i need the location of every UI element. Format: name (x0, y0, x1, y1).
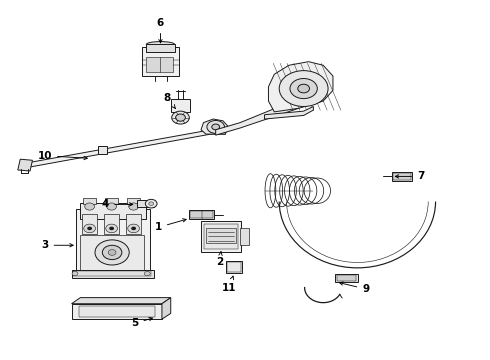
Text: 1: 1 (155, 219, 186, 232)
Circle shape (149, 202, 154, 206)
Text: 8: 8 (164, 93, 175, 108)
Circle shape (108, 249, 116, 255)
Bar (206, 228, 236, 243)
Text: 5: 5 (131, 318, 152, 328)
Circle shape (128, 224, 140, 233)
Polygon shape (72, 304, 162, 319)
Bar (137, 201, 154, 207)
Ellipse shape (147, 41, 174, 47)
Bar (190, 211, 213, 219)
Circle shape (85, 203, 95, 210)
Bar (393, 173, 411, 180)
Bar (79, 306, 155, 317)
Bar (227, 262, 241, 272)
Circle shape (298, 84, 310, 93)
Bar (82, 214, 97, 234)
Bar (204, 224, 238, 249)
Bar (201, 221, 241, 252)
Bar (171, 99, 190, 112)
Circle shape (87, 226, 92, 230)
Bar (73, 271, 151, 276)
Polygon shape (72, 298, 171, 304)
Polygon shape (18, 159, 32, 171)
Bar (147, 57, 173, 72)
Text: 3: 3 (41, 240, 73, 250)
Text: 2: 2 (216, 252, 223, 267)
Polygon shape (269, 62, 333, 112)
Circle shape (131, 226, 136, 230)
Bar (392, 172, 412, 181)
Circle shape (175, 114, 185, 121)
Bar (76, 209, 150, 271)
Bar (240, 228, 249, 244)
Polygon shape (216, 103, 299, 135)
Circle shape (107, 203, 117, 210)
Circle shape (290, 78, 318, 99)
Bar (337, 275, 356, 281)
Bar (147, 44, 174, 51)
Bar (335, 274, 358, 282)
Text: 7: 7 (395, 171, 424, 181)
Text: 4: 4 (102, 199, 133, 210)
Circle shape (212, 124, 220, 130)
Bar (189, 210, 214, 220)
Bar (98, 145, 107, 154)
Bar (104, 214, 119, 234)
Text: 9: 9 (340, 282, 369, 294)
Bar (105, 198, 119, 204)
Circle shape (84, 224, 96, 233)
Bar (80, 234, 144, 270)
Circle shape (279, 71, 328, 107)
Circle shape (102, 245, 122, 260)
Circle shape (129, 203, 139, 210)
Circle shape (172, 111, 189, 124)
Bar (127, 198, 141, 204)
Bar (83, 198, 97, 204)
Bar (72, 270, 154, 278)
Bar (143, 47, 179, 76)
Text: 6: 6 (157, 18, 164, 43)
Circle shape (106, 224, 118, 233)
Polygon shape (162, 298, 171, 319)
Bar (126, 214, 141, 234)
Text: 10: 10 (38, 150, 87, 161)
Circle shape (207, 121, 224, 134)
Circle shape (95, 240, 129, 265)
Text: 11: 11 (222, 276, 237, 293)
Circle shape (145, 271, 150, 276)
Bar (226, 261, 242, 273)
Circle shape (72, 271, 78, 276)
Polygon shape (23, 130, 225, 167)
Polygon shape (201, 119, 228, 134)
Circle shape (109, 226, 114, 230)
Bar (80, 203, 146, 220)
Circle shape (146, 199, 157, 208)
Polygon shape (265, 107, 314, 119)
